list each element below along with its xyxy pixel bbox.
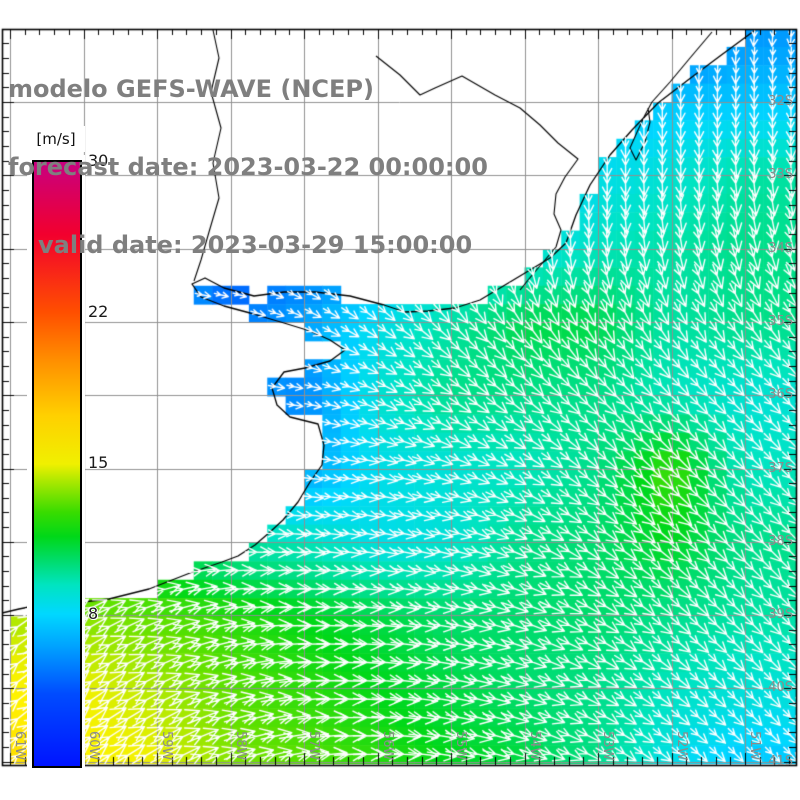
lon-axis-label: 55W	[453, 731, 468, 761]
lon-axis-label: 58W	[233, 731, 248, 761]
lat-axis-label: 36S	[768, 387, 793, 402]
lat-axis-label: 39S	[768, 607, 793, 622]
lon-axis-label: 53W	[600, 731, 615, 761]
lat-axis-label: 40S	[768, 680, 793, 695]
plot-title: modelo GEFS-WAVE (NCEP) forecast date: 2…	[8, 24, 488, 310]
lat-axis-label: 38S	[768, 534, 793, 549]
lon-axis-label: 52W	[674, 731, 689, 761]
lon-axis-label: 54W	[527, 731, 542, 761]
lat-axis-label: 33S	[768, 167, 793, 182]
colorbar-unit-label: [m/s]	[27, 126, 85, 152]
lat-axis-label: 37S	[768, 461, 793, 476]
lon-axis-label: 56W	[380, 731, 395, 761]
lon-axis-label: 59W	[159, 731, 174, 761]
lat-axis-label: 41S	[768, 754, 793, 769]
title-model-line: modelo GEFS-WAVE (NCEP)	[8, 75, 374, 103]
colorbar-tick-label: 22	[88, 302, 109, 321]
colorbar-tick-label: 15	[88, 453, 109, 472]
colorbar	[27, 155, 85, 773]
lat-axis-label: 32S	[768, 94, 793, 109]
colorbar-tick-label: 8	[88, 604, 99, 623]
colorbar-tick-label: 30	[88, 151, 109, 170]
lat-axis-label: 35S	[768, 314, 793, 329]
lat-axis-label: 34S	[768, 241, 793, 256]
title-valid-date: valid date: 2023-03-29 15:00:00	[38, 231, 473, 259]
title-forecast-date: forecast date: 2023-03-22 00:00:00	[8, 153, 488, 181]
lon-axis-label: 60W	[86, 731, 101, 761]
lon-axis-label: 57W	[306, 731, 321, 761]
colorbar-gradient	[32, 160, 82, 768]
lon-axis-label: 61W	[12, 731, 27, 761]
